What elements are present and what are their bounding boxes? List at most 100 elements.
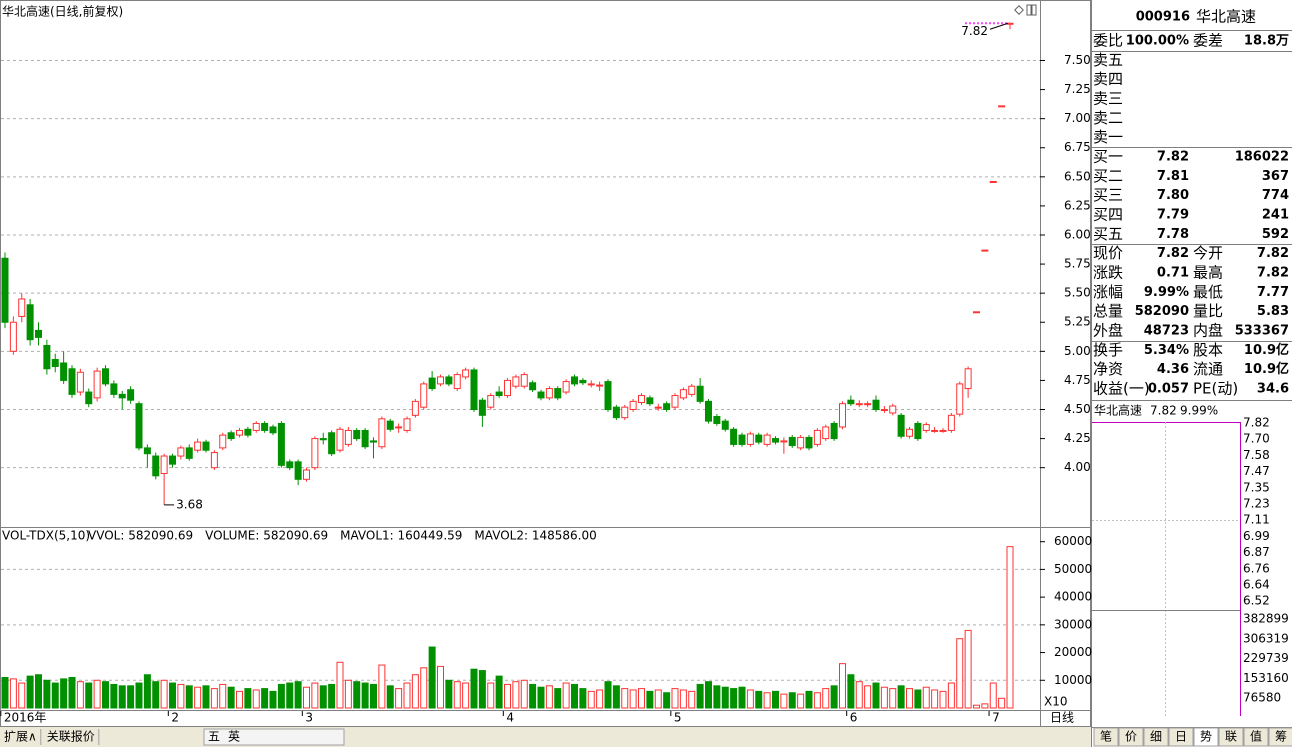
candle-body <box>1 257 9 323</box>
y-tick-label: 40000 <box>1054 590 1092 604</box>
tab[interactable]: 势 <box>1200 730 1212 744</box>
volume-bar <box>947 682 955 709</box>
volume-bar <box>152 681 160 709</box>
volume-bar <box>453 681 461 709</box>
volume-bar <box>537 686 545 709</box>
quote-value: 5.83 <box>1257 304 1289 319</box>
quote-value: 0.057 <box>1148 381 1189 396</box>
volume-bar <box>612 685 620 709</box>
volume-bar <box>277 683 285 709</box>
volume-bar <box>529 683 537 709</box>
indicator-value: VVOL: 582090.69 <box>88 529 193 543</box>
quote-value: 100.00% <box>1126 34 1189 49</box>
candle-body <box>872 399 880 411</box>
volume-bar <box>286 682 294 709</box>
intraday-price-label: 7.58 <box>1243 448 1270 462</box>
candle-body <box>269 426 277 434</box>
volume-bar <box>1 677 9 709</box>
candle-body <box>730 428 738 445</box>
tab[interactable]: 笔 <box>1100 729 1112 744</box>
candle-body <box>202 441 210 451</box>
ime-box <box>203 728 345 746</box>
volume-bar <box>956 638 964 709</box>
candle-body <box>60 362 68 381</box>
toolbar-button[interactable]: 扩展∧ <box>4 730 37 744</box>
volume-bar <box>395 688 403 709</box>
quote-value: 10.9亿 <box>1244 342 1289 358</box>
y-tick-label: 5.75 <box>1064 257 1091 271</box>
quote-label: 涨跌 <box>1093 263 1123 281</box>
volume-bar <box>587 690 595 709</box>
volume-bar <box>370 683 377 709</box>
candle-body <box>210 452 218 469</box>
candle-body <box>906 428 913 437</box>
top-icons <box>1014 4 1037 16</box>
volume-bar <box>51 682 59 709</box>
volume-bar <box>177 683 185 709</box>
candle-body <box>738 434 746 445</box>
volume-bar <box>336 661 344 709</box>
unit-label: X10 <box>1044 695 1068 709</box>
volume-bar <box>194 686 202 709</box>
tab[interactable]: 筹 <box>1275 730 1287 744</box>
x-tick-label: 2016年 <box>4 711 47 725</box>
candle-body <box>35 329 42 338</box>
high-label: 7.82 <box>961 24 988 38</box>
candle-body <box>227 432 235 440</box>
candle-body <box>453 374 461 390</box>
quote-label: 买二 <box>1093 167 1123 185</box>
tab[interactable]: 细 <box>1150 730 1162 744</box>
volume-bar <box>261 688 269 709</box>
volume-bar <box>210 688 218 709</box>
intraday-change: 9.99% <box>1180 404 1218 418</box>
volume-bar <box>361 682 369 709</box>
volume-bar <box>679 689 687 709</box>
quote-value: 7.79 <box>1157 207 1189 222</box>
candle-body <box>26 304 34 341</box>
volume-bar <box>721 686 729 709</box>
volume-bar <box>621 688 629 709</box>
volume-bar <box>470 668 478 709</box>
candle-body <box>319 438 327 441</box>
volume-bar <box>43 679 51 709</box>
quote-label: 卖三 <box>1093 89 1123 107</box>
candle-body <box>252 422 260 431</box>
tab[interactable]: 联 <box>1225 730 1237 744</box>
quote-value: 0.71 <box>1157 265 1189 280</box>
tab[interactable]: 日 <box>1175 730 1187 744</box>
candle-body <box>336 428 344 451</box>
quote-value: 592 <box>1262 227 1289 242</box>
tab[interactable]: 值 <box>1250 729 1262 744</box>
tab[interactable]: 价 <box>1125 730 1137 744</box>
x-tick-label: 2 <box>171 711 179 725</box>
volume-bar <box>772 690 779 709</box>
y-tick-label: 7.50 <box>1064 53 1091 67</box>
candle-body <box>989 180 997 183</box>
candle-body <box>931 429 939 432</box>
volume-bar <box>227 686 235 709</box>
candle-body <box>713 415 721 424</box>
volume-bar <box>763 692 771 709</box>
candle-body <box>847 399 855 405</box>
candle-body <box>805 436 813 449</box>
volume-bar <box>939 690 947 709</box>
volume-bar <box>93 679 101 709</box>
candle-body <box>43 345 51 370</box>
intraday-volume-label: 306319 <box>1243 631 1289 645</box>
quote-value: 582090 <box>1135 304 1189 319</box>
toolbar-button[interactable]: 关联报价 <box>47 729 95 744</box>
intraday-price-label: 7.23 <box>1243 497 1270 511</box>
intraday-volume-label: 76580 <box>1243 691 1281 705</box>
candle-body <box>956 383 964 415</box>
candle-body <box>512 376 520 387</box>
quote-value: 48723 <box>1144 323 1189 338</box>
y-tick-label: 6.50 <box>1064 169 1091 183</box>
candle-body <box>562 381 570 393</box>
quote-label: 换手 <box>1093 341 1123 359</box>
volume-bar <box>629 689 637 709</box>
y-tick-label: 7.00 <box>1064 111 1091 125</box>
quote-label: 卖一 <box>1093 128 1123 146</box>
candle-body <box>705 400 712 422</box>
